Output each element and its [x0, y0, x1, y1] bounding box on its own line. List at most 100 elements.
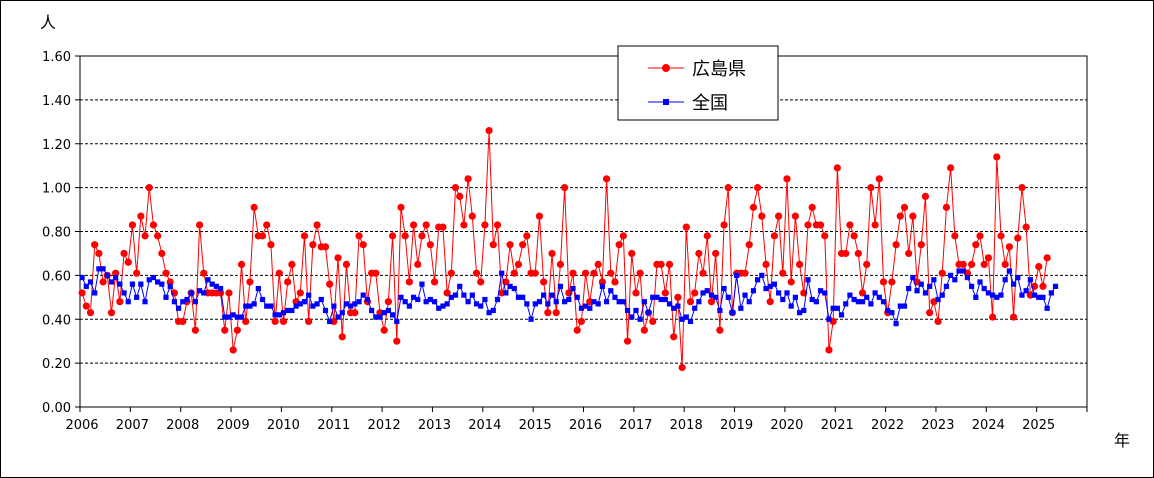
data-point [888, 278, 896, 286]
data-point [473, 301, 480, 307]
data-point [553, 299, 559, 305]
data-point [288, 260, 296, 269]
data-point [725, 294, 731, 300]
data-point [306, 292, 312, 298]
data-point [310, 303, 316, 309]
x-tick-label: 2007 [116, 418, 149, 433]
data-point [666, 301, 673, 307]
data-point [351, 309, 359, 317]
data-point [717, 307, 723, 314]
data-point [237, 260, 246, 269]
data-point [155, 279, 161, 285]
data-point [490, 307, 496, 314]
data-point [917, 241, 925, 249]
data-point [510, 269, 518, 277]
data-point [499, 270, 505, 276]
data-point [767, 283, 773, 289]
data-point [116, 298, 124, 306]
x-tick-label: 2010 [267, 418, 300, 433]
data-point [1005, 243, 1013, 251]
data-point [830, 305, 836, 311]
data-point [985, 290, 991, 296]
data-point [615, 241, 623, 249]
data-point [931, 277, 937, 283]
data-point [247, 303, 253, 309]
data-point [683, 314, 689, 320]
data-point [838, 312, 845, 318]
data-point [632, 289, 640, 297]
y-tick-label: 0.20 [42, 357, 71, 372]
data-point [95, 249, 103, 258]
data-point [956, 268, 962, 274]
data-point [233, 326, 241, 334]
data-point [637, 316, 643, 322]
data-point [591, 299, 597, 305]
data-point [864, 294, 870, 300]
data-point [469, 292, 475, 298]
data-point [770, 232, 779, 240]
data-point [792, 294, 798, 300]
data-point [1010, 281, 1017, 287]
data-point [493, 221, 502, 229]
data-point [1022, 223, 1030, 231]
data-point [590, 269, 598, 277]
x-tick-label: 2012 [368, 418, 401, 433]
data-point [485, 126, 493, 135]
x-tick-label: 2019 [720, 418, 753, 433]
data-point [226, 314, 232, 320]
data-point [1019, 292, 1025, 298]
data-point [180, 299, 186, 305]
data-point [641, 299, 647, 305]
data-point [540, 278, 548, 286]
data-point [608, 288, 614, 294]
data-point [759, 272, 765, 278]
data-point [321, 243, 330, 251]
data-point [545, 301, 551, 307]
x-tick-label: 2011 [317, 418, 350, 433]
data-point [729, 310, 736, 316]
data-point [192, 299, 198, 305]
data-point [284, 278, 292, 286]
data-point [876, 294, 882, 300]
data-point [708, 292, 715, 298]
data-point [196, 288, 203, 294]
data-point [855, 299, 861, 305]
data-point [128, 221, 137, 229]
data-point [393, 337, 401, 345]
data-point [859, 299, 866, 305]
data-point [464, 175, 472, 183]
data-point [833, 164, 841, 172]
data-point [724, 184, 732, 192]
data-point [264, 303, 270, 309]
data-point [309, 241, 317, 249]
x-tick-label: 2020 [770, 418, 803, 433]
data-point [289, 307, 295, 314]
data-point [935, 296, 941, 303]
series-hiroshima [78, 126, 1051, 372]
data-point [426, 241, 434, 249]
data-point [670, 333, 678, 341]
data-point [430, 278, 439, 286]
data-point [405, 278, 413, 286]
data-point [868, 301, 874, 307]
data-point [808, 203, 816, 211]
data-point [541, 292, 547, 298]
data-point [544, 309, 552, 317]
data-point [436, 305, 442, 311]
data-point [804, 221, 812, 229]
data-point [854, 249, 862, 258]
data-point [314, 301, 320, 307]
data-point [205, 277, 211, 283]
data-point [993, 153, 1001, 161]
data-point [293, 303, 299, 309]
y-tick-label: 1.40 [42, 94, 71, 109]
data-point [943, 283, 950, 289]
data-point [86, 309, 95, 317]
data-point [988, 313, 997, 321]
data-point [822, 290, 828, 296]
data-point [397, 203, 405, 211]
data-point [795, 260, 804, 269]
data-point [1031, 292, 1038, 298]
data-point [640, 326, 648, 334]
